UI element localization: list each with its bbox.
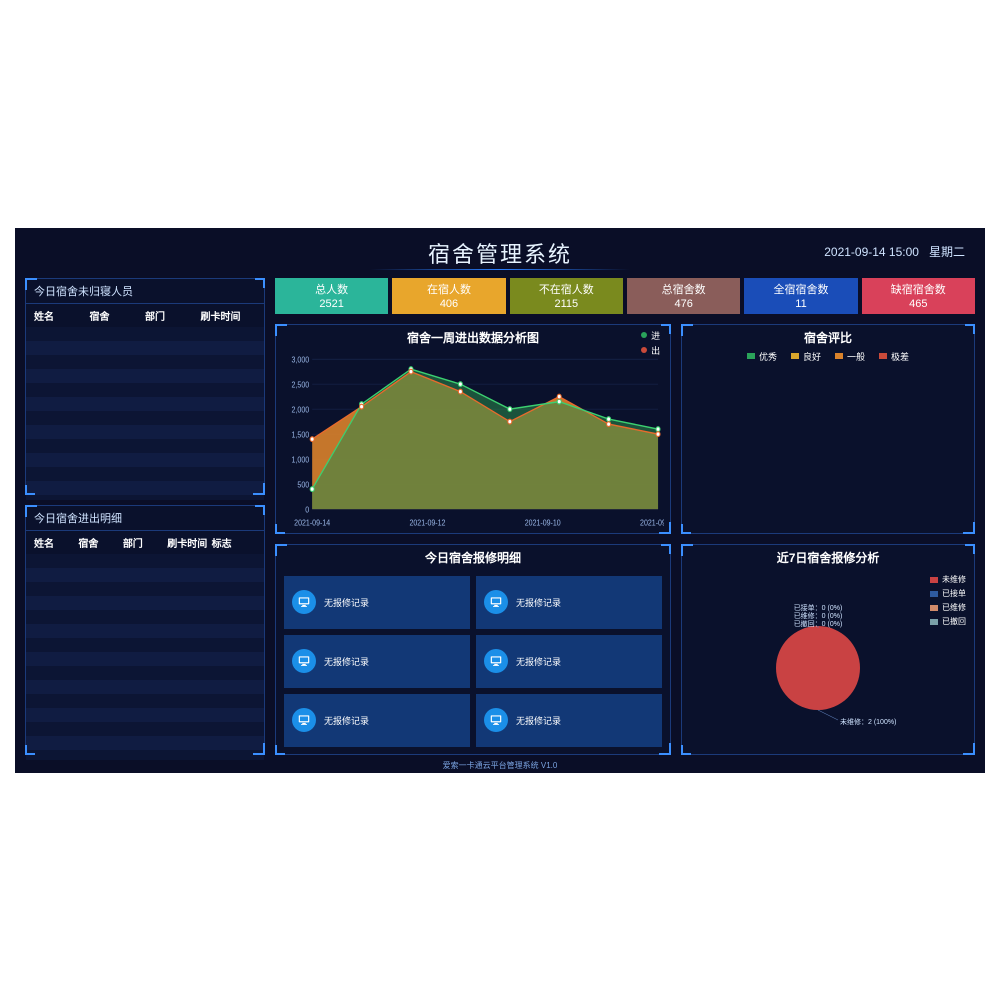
svg-text:1,500: 1,500 bbox=[292, 430, 310, 440]
monitor-icon bbox=[484, 590, 508, 614]
stat-box: 缺宿宿舍数465 bbox=[862, 278, 975, 314]
stats-row: 总人数2521在宿人数406不在宿人数2115总宿舍数476全宿宿舍数11缺宿宿… bbox=[275, 278, 975, 314]
svg-text:2021-09-12: 2021-09-12 bbox=[409, 518, 445, 528]
repair-item[interactable]: 无报修记录 bbox=[284, 694, 470, 747]
chart-title: 近7日宿舍报修分析 bbox=[682, 545, 974, 568]
repair-today-panel: 今日宿舍报修明细 无报修记录无报修记录无报修记录无报修记录无报修记录无报修记录 bbox=[275, 544, 671, 755]
svg-text:未维修：2 (100%): 未维修：2 (100%) bbox=[840, 717, 896, 726]
svg-text:2021-09-10: 2021-09-10 bbox=[525, 518, 561, 528]
not-returned-panel: 今日宿舍未归寝人员 姓名宿舍部门刷卡时间 bbox=[25, 278, 265, 495]
svg-text:500: 500 bbox=[297, 480, 309, 490]
footer-text: 爱索一卡通云平台管理系统 V1.0 bbox=[15, 760, 985, 771]
inout-detail-panel: 今日宿舍进出明细 姓名宿舍部门刷卡时间标志 bbox=[25, 505, 265, 755]
monitor-icon bbox=[484, 708, 508, 732]
panel-title: 今日宿舍进出明细 bbox=[26, 506, 264, 531]
stat-box: 在宿人数406 bbox=[392, 278, 505, 314]
stat-box: 不在宿人数2115 bbox=[510, 278, 623, 314]
rating-legend: 优秀良好一般极差 bbox=[682, 348, 974, 363]
table-body bbox=[26, 327, 264, 500]
stat-box: 总人数2521 bbox=[275, 278, 388, 314]
repair-item[interactable]: 无报修记录 bbox=[476, 635, 662, 688]
repair-item[interactable]: 无报修记录 bbox=[284, 576, 470, 629]
monitor-icon bbox=[292, 590, 316, 614]
chart-title: 宿舍一周进出数据分析图 bbox=[276, 325, 670, 348]
repair-7day-panel: 近7日宿舍报修分析 未维修已接单已维修已撤回 已接单：0 (0%)已维修：0 (… bbox=[681, 544, 975, 755]
stat-box: 总宿舍数476 bbox=[627, 278, 740, 314]
repair-item[interactable]: 无报修记录 bbox=[476, 576, 662, 629]
monitor-icon bbox=[292, 649, 316, 673]
chart-title: 宿舍评比 bbox=[682, 325, 974, 348]
repair-item[interactable]: 无报修记录 bbox=[284, 635, 470, 688]
panel-title: 今日宿舍报修明细 bbox=[276, 545, 670, 568]
monitor-icon bbox=[292, 708, 316, 732]
repair-grid: 无报修记录无报修记录无报修记录无报修记录无报修记录无报修记录 bbox=[276, 568, 670, 755]
page-title: 宿舍管理系统 bbox=[428, 237, 572, 269]
stat-box: 全宿宿舍数11 bbox=[744, 278, 857, 314]
svg-text:3,000: 3,000 bbox=[292, 355, 310, 365]
area-chart: 0 500 1,000 1,500 2,000 2,500 3,000 2021-09-14 2… bbox=[276, 348, 670, 535]
pie-chart: 未维修已接单已维修已撤回 已接单：0 (0%)已维修：0 (0%)已撤回：0 (… bbox=[682, 568, 974, 755]
header: 宿舍管理系统 2021-09-14 15:00 星期二 bbox=[15, 228, 985, 278]
header-datetime: 2021-09-14 15:00 星期二 bbox=[824, 243, 965, 260]
monitor-icon bbox=[484, 649, 508, 673]
table-header: 姓名宿舍部门刷卡时间标志 bbox=[26, 531, 264, 554]
svg-text:2,000: 2,000 bbox=[292, 405, 310, 415]
svg-text:2021-09-08: 2021-09-08 bbox=[640, 518, 664, 528]
weekly-chart-panel: 宿舍一周进出数据分析图 进出 05001,0001,5002,0002,5003… bbox=[275, 324, 671, 535]
repair-item[interactable]: 无报修记录 bbox=[476, 694, 662, 747]
dashboard: 宿舍管理系统 2021-09-14 15:00 星期二 今日宿舍未归寝人员 姓名… bbox=[15, 228, 985, 773]
svg-text:2,500: 2,500 bbox=[292, 380, 310, 390]
svg-text:1,000: 1,000 bbox=[292, 455, 310, 465]
table-body bbox=[26, 554, 264, 760]
table-header: 姓名宿舍部门刷卡时间 bbox=[26, 304, 264, 327]
svg-text:0: 0 bbox=[305, 505, 309, 515]
panel-title: 今日宿舍未归寝人员 bbox=[26, 279, 264, 304]
rating-panel: 宿舍评比 优秀良好一般极差 bbox=[681, 324, 975, 535]
pie-legend: 未维修已接单已维修已撤回 bbox=[930, 574, 966, 627]
svg-text:2021-09-14: 2021-09-14 bbox=[294, 518, 331, 528]
svg-text:已维修：0 (0%): 已维修：0 (0%) bbox=[794, 611, 843, 620]
svg-text:已接单：0 (0%): 已接单：0 (0%) bbox=[794, 603, 843, 612]
